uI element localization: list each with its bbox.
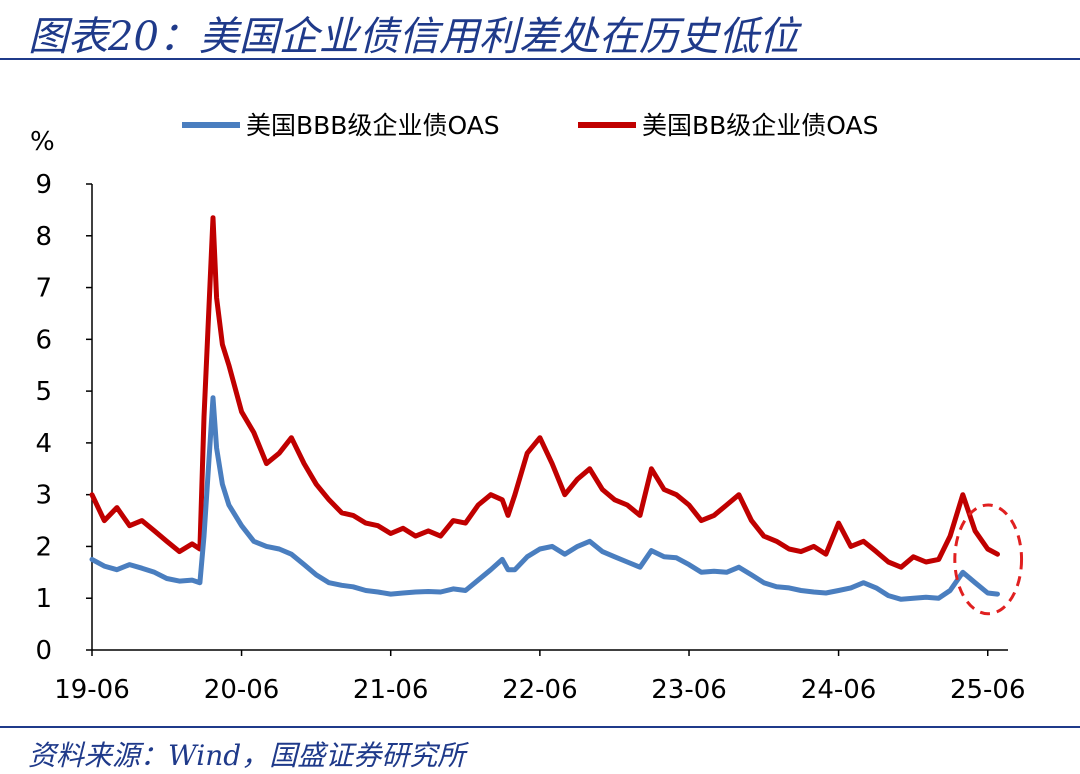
- y-tick-label: 9: [35, 170, 52, 200]
- chart-annotations: [953, 503, 1024, 616]
- x-tick-label: 19-06: [54, 675, 130, 705]
- y-tick-label: 7: [35, 274, 52, 304]
- x-tick-label: 21-06: [353, 675, 429, 705]
- x-tick-label: 22-06: [502, 675, 578, 705]
- x-tick-label: 23-06: [651, 675, 727, 705]
- legend-label: 美国BBB级企业债OAS: [246, 111, 500, 140]
- legend-label: 美国BB级企业债OAS: [642, 111, 879, 140]
- chart-legend: 美国BBB级企业债OAS 美国BB级企业债OAS: [182, 111, 879, 140]
- y-tick-label: 1: [35, 584, 52, 614]
- y-tick-label: 3: [35, 481, 52, 511]
- series-line-bbb: [89, 395, 1000, 602]
- title-divider: [0, 58, 1080, 60]
- y-tick-label: 6: [35, 325, 52, 355]
- x-tick-label: 25-06: [950, 675, 1026, 705]
- chart-series: [89, 215, 1000, 602]
- y-axis-label: %: [30, 127, 55, 157]
- highlight-ellipse: [953, 503, 1024, 616]
- y-tick-label: 8: [35, 222, 52, 252]
- page-title: 图表20：美国企业债信用利差处在历史低位: [28, 14, 799, 60]
- source-note: 资料来源：Wind，国盛证券研究所: [28, 739, 466, 772]
- series-line-bb: [89, 215, 1000, 570]
- x-tick-label: 24-06: [801, 675, 877, 705]
- y-tick-label: 4: [35, 429, 52, 459]
- x-tick-label: 20-06: [204, 675, 280, 705]
- y-tick-label: 5: [35, 377, 52, 407]
- chart-axes: 0 1 2 3 4 5 6 7 8 9% 19-06 20-06 21-06 22-06 23-06 24-0…: [30, 127, 1026, 705]
- y-tick-label: 0: [35, 636, 52, 666]
- source-divider: [0, 726, 1080, 728]
- chart: 0 1 2 3 4 5 6 7 8 9% 19-06 20-06 21-06 22-06 23-06 24-0…: [30, 111, 1026, 705]
- y-tick-label: 2: [35, 532, 52, 562]
